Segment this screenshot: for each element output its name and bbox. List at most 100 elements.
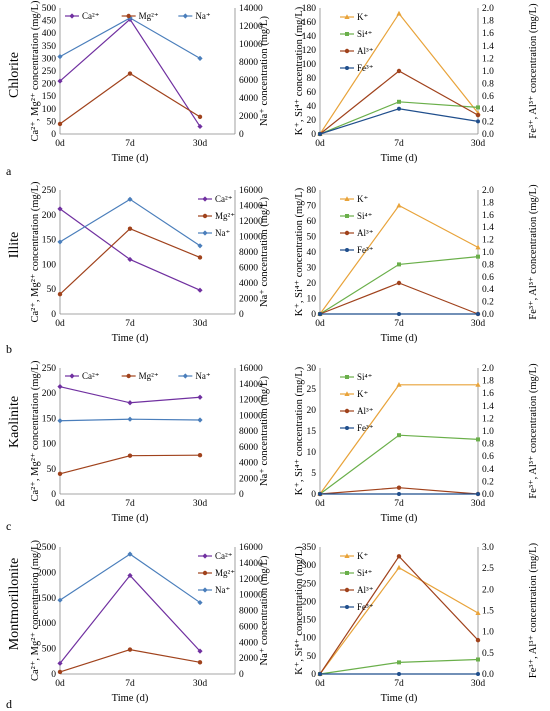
panel-label-b: b xyxy=(6,342,12,356)
b-right-ytick-label: 30 xyxy=(307,264,317,274)
d-left-y2label: Na⁺ concentration (mg/L) xyxy=(259,555,270,665)
d-left-series-Mg-point xyxy=(57,669,63,675)
b-right-ytick-label: 10 xyxy=(307,295,317,305)
c-left-series-Mg-point xyxy=(127,453,133,458)
a-right-ytick-label: 0 xyxy=(311,130,316,140)
a-right-y2tick-label: 0.8 xyxy=(482,80,494,90)
d-right-legend-K-label: K⁺ xyxy=(357,551,368,561)
a-left-xlabel: Time (d) xyxy=(112,153,149,164)
d-left-y2tick-label: 16000 xyxy=(239,543,263,553)
a-right-ytick-label: 40 xyxy=(307,102,317,112)
c-right-xtick-label: 0d xyxy=(315,499,325,509)
b-right-ytick-label: 0 xyxy=(311,310,316,320)
d-right-ytick-label: 0 xyxy=(311,670,316,680)
b-right-y2tick-label: 1.8 xyxy=(482,198,494,208)
c-right-series-K-line xyxy=(319,384,478,495)
c-right-series-Fe-point xyxy=(476,492,480,496)
c-left-ytick-label: 200 xyxy=(42,389,57,399)
a-left-ytick-label: 150 xyxy=(42,92,57,102)
c-right-y2tick-label: 0.2 xyxy=(482,477,494,487)
d-right-series-K-line xyxy=(319,566,479,675)
a-right-legend-Al-marker xyxy=(344,48,350,54)
d-right-ytick-label: 350 xyxy=(302,543,317,553)
b-left-series-Na-point xyxy=(197,243,203,249)
b-right-xtick-label: 7d xyxy=(394,319,404,329)
d-left-ytick-label: 1000 xyxy=(37,619,56,629)
d-right-series-Si-point xyxy=(397,660,401,665)
b-right-y2tick-label: 0.2 xyxy=(482,298,494,308)
c-left-series-Mg-point xyxy=(197,452,203,458)
panel-label-c: c xyxy=(6,519,11,533)
b-left-legend-Ca-label: Ca²⁺ xyxy=(215,194,233,204)
d-left-series-Mg-line xyxy=(59,648,201,673)
b-right-y2tick-label: 1.4 xyxy=(482,223,494,233)
a-left-ytick-label: 100 xyxy=(42,105,57,115)
d-left-xtick-label: 0d xyxy=(55,679,65,689)
d-right-legend-K-marker xyxy=(344,553,350,558)
b-left-legend-Na-label: Na⁺ xyxy=(215,228,230,238)
a-left-legend-Ca-label: Ca²⁺ xyxy=(82,11,100,21)
c-left-y2tick-label: 16000 xyxy=(239,364,263,374)
c-left-y2tick-label: 14000 xyxy=(239,380,263,390)
a-left-ytick-label: 250 xyxy=(42,67,57,77)
c-left-y2tick-label: 12000 xyxy=(239,396,263,406)
c-left-ytick-label: 100 xyxy=(42,440,57,450)
a-left-ytick-label: 0 xyxy=(51,130,56,140)
c-right-y2tick-label: 0.0 xyxy=(482,490,494,500)
b-left-y2tick-label: 8000 xyxy=(239,248,258,258)
a-right-xlabel: Time (d) xyxy=(381,153,418,164)
d-left-y2tick-label: 0 xyxy=(239,670,244,680)
a-left-ytick-label: 350 xyxy=(42,42,57,52)
d-left-series-Na-line xyxy=(59,553,201,604)
c-right-legend-K-label: K⁺ xyxy=(357,389,368,399)
c-left-series-Ca-point xyxy=(127,400,133,406)
d-right-y2tick-label: 0.0 xyxy=(482,670,494,680)
d-left-series-Na-point xyxy=(197,599,203,606)
c-left-xtick-label: 30d xyxy=(193,499,208,509)
b-left-ytick-label: 250 xyxy=(42,186,57,196)
a-right-legend-Al-label: Al³⁺ xyxy=(357,46,374,56)
a-right-series-Fe-point xyxy=(476,119,480,124)
c-right-series-K-point xyxy=(396,382,402,387)
b-left-legend-Na-marker xyxy=(202,230,208,236)
b-right-xlabel: Time (d) xyxy=(381,333,418,344)
b-right-y2tick-label: 0.8 xyxy=(482,260,494,270)
c-left-xtick-label: 0d xyxy=(55,499,65,509)
c-left-ytick-label: 150 xyxy=(42,414,57,424)
row-label-kaolinite: Kaolinite xyxy=(7,396,22,448)
b-right-legend-Si-label: Si⁴⁺ xyxy=(357,211,373,221)
c-right-series-Fe-point xyxy=(318,492,322,496)
b-left-ytick-label: 0 xyxy=(51,310,56,320)
c-left-y2tick-label: 8000 xyxy=(239,427,258,437)
b-right-series-Al-point xyxy=(396,280,402,286)
b-right-legend-Al-label: Al³⁺ xyxy=(357,228,374,238)
b-left-y2tick-label: 0 xyxy=(239,310,244,320)
c-right-y2tick-label: 1.0 xyxy=(482,427,494,437)
a-right-y2tick-label: 2.0 xyxy=(482,4,494,14)
a-right-y2tick-label: 0.6 xyxy=(482,92,494,102)
d-right-xtick-label: 30d xyxy=(471,679,486,689)
a-right-ytick-label: 160 xyxy=(302,18,317,28)
c-left-legend-Ca-marker xyxy=(69,373,75,379)
c-left-legend-Na-marker xyxy=(182,373,188,379)
a-left-legend-Mg-label: Mg²⁺ xyxy=(139,11,159,21)
c-right-ylabel: K⁺, Si⁴⁺ concentration (mg/L) xyxy=(294,366,305,495)
d-right-legend-Si-marker xyxy=(345,571,349,575)
b-left-xtick-label: 30d xyxy=(193,319,208,329)
c-right-ytick-label: 10 xyxy=(307,448,317,458)
c-left-ylabel: Ca²⁺, Mg²⁺ concentration (mg/L) xyxy=(30,360,41,502)
b-right-y2tick-label: 0.6 xyxy=(482,273,494,283)
b-right-series-Fe-point xyxy=(397,312,401,316)
a-left-y2tick-label: 6000 xyxy=(239,76,258,86)
d-left-series-Ca-point xyxy=(197,648,203,654)
a-left-y2label: Na⁺ concentration (mg/L) xyxy=(259,16,270,126)
b-left-y2tick-label: 4000 xyxy=(239,279,258,289)
c-right-y2tick-label: 1.4 xyxy=(482,402,494,412)
c-right-y2tick-label: 1.6 xyxy=(482,389,494,399)
panel-label-a: a xyxy=(6,164,12,178)
a-left-ytick-label: 200 xyxy=(42,80,57,90)
b-left-series-Na-line xyxy=(59,198,201,247)
c-right-y2tick-label: 2.0 xyxy=(482,364,494,374)
c-left-legend-Mg-marker xyxy=(126,373,131,379)
d-right-y2tick-label: 1.0 xyxy=(482,628,494,638)
